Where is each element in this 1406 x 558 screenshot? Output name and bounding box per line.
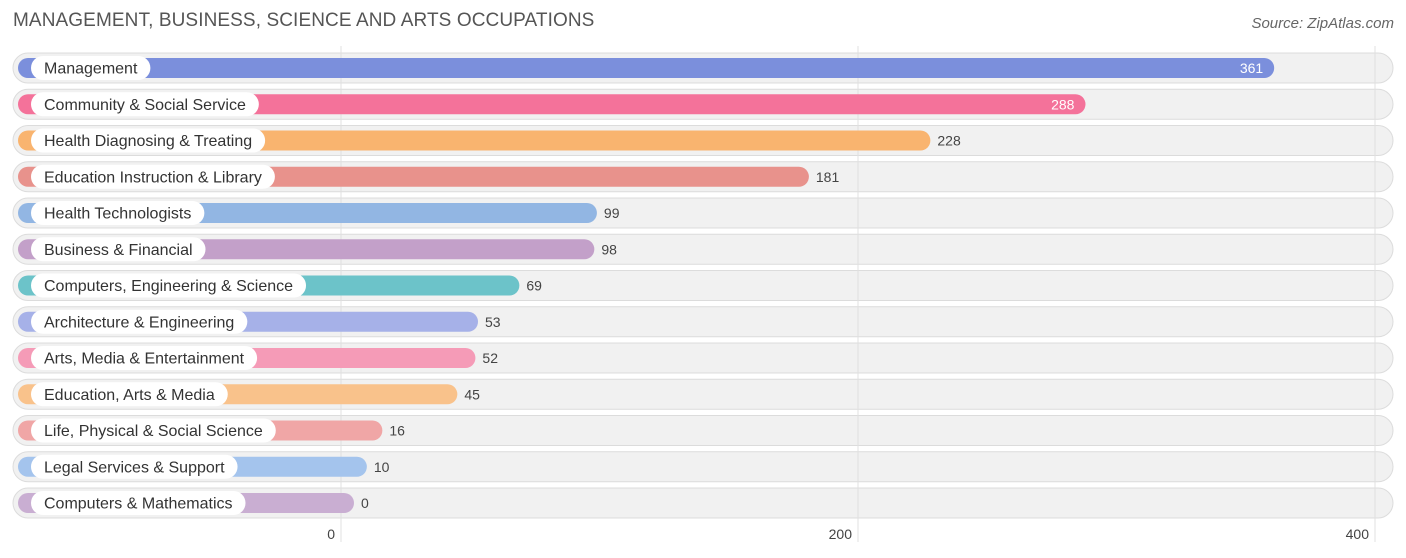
value-label: 99: [604, 205, 620, 221]
x-tick-label: 400: [1346, 526, 1370, 542]
x-tick-label: 0: [327, 526, 335, 542]
bar: [18, 94, 1086, 115]
category-label: Management: [44, 61, 138, 78]
category-label-pill: [31, 128, 266, 153]
value-label: 0: [361, 495, 369, 511]
category-label: Computers & Mathematics: [44, 496, 233, 513]
value-label: 181: [816, 169, 840, 185]
value-label: 45: [464, 386, 480, 402]
category-label: Computers, Engineering & Science: [44, 278, 293, 295]
value-label: 98: [601, 241, 617, 257]
category-label-pill: [31, 418, 276, 443]
category-label-pill: [31, 454, 238, 479]
category-label: Health Technologists: [44, 206, 191, 223]
category-label: Education Instruction & Library: [44, 169, 262, 186]
category-label: Life, Physical & Social Science: [44, 423, 263, 440]
category-label-pill: [31, 346, 258, 370]
category-label-pill: [31, 56, 151, 80]
category-label: Education, Arts & Media: [44, 387, 215, 404]
category-label: Health Diagnosing & Treating: [44, 133, 252, 150]
value-label: 52: [482, 350, 498, 366]
category-label-pill: [31, 309, 248, 334]
category-label: Arts, Media & Entertainment: [44, 351, 245, 368]
category-label: Business & Financial: [44, 242, 193, 259]
category-label: Legal Services & Support: [44, 459, 225, 476]
value-label: 10: [374, 459, 390, 475]
value-label: 53: [485, 314, 501, 330]
value-label: 69: [526, 278, 542, 294]
value-label: 16: [389, 423, 405, 439]
category-label-pill: [31, 237, 206, 262]
x-tick-label: 200: [829, 526, 853, 542]
x-axis-ticks: 0 200 400: [327, 526, 1369, 542]
chart-title: MANAGEMENT, BUSINESS, SCIENCE AND ARTS O…: [13, 10, 595, 31]
category-label: Community & Social Service: [44, 97, 246, 114]
category-label-pill: [31, 92, 259, 117]
row-background: [12, 487, 1394, 519]
value-label: 288: [1051, 96, 1075, 112]
category-label-pill: [31, 382, 228, 407]
category-label-pill: [31, 164, 275, 189]
category-label-pill: [31, 491, 246, 515]
category-label-pill: [31, 273, 307, 298]
source-label: Source: ZipAtlas.com: [1251, 15, 1394, 32]
category-label-pill: [31, 201, 205, 225]
category-label: Architecture & Engineering: [44, 314, 234, 331]
value-label: 361: [1240, 60, 1264, 76]
bars: Management 361 Community & Social Service 2…: [18, 56, 1275, 515]
bar: [18, 58, 1275, 78]
value-label: 228: [937, 133, 961, 149]
